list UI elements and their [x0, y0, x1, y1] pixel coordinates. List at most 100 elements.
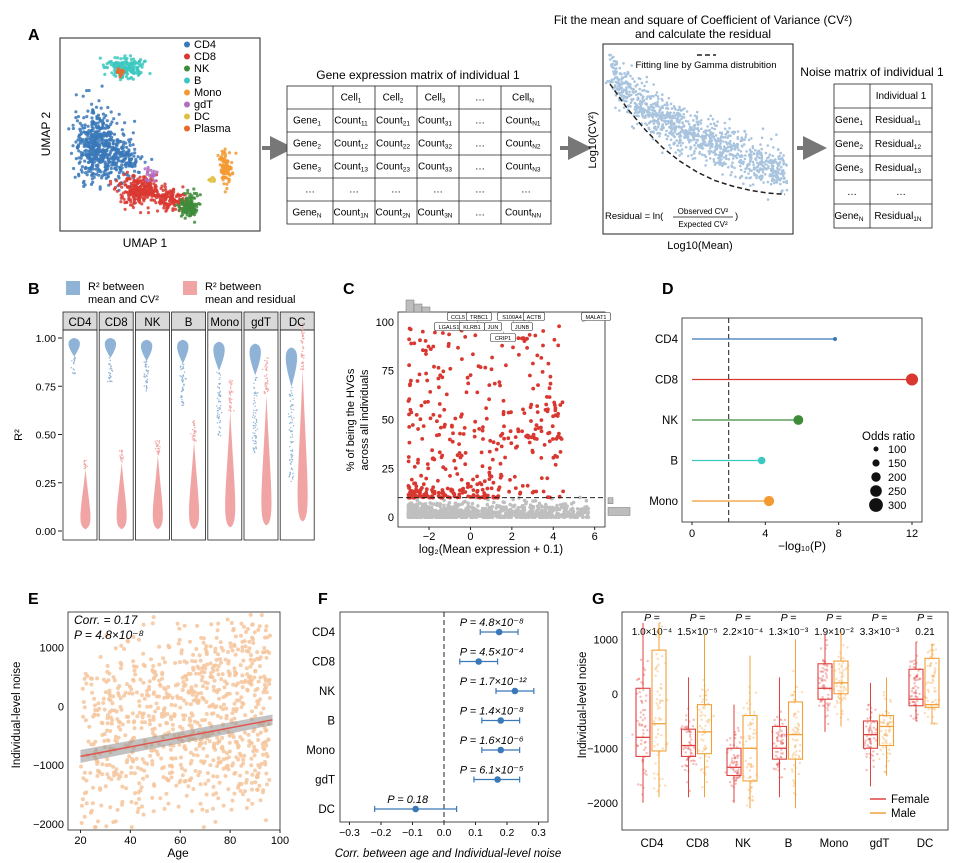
umap-point	[164, 191, 168, 195]
c-point-red	[518, 490, 523, 495]
umap-point	[118, 75, 122, 79]
umap-point	[86, 170, 90, 174]
c-point-red	[561, 489, 565, 494]
umap-point	[80, 123, 84, 127]
fit-legend-label: Fitting line by Gamma distrubition	[636, 60, 777, 71]
b-violin-res-pt	[154, 440, 156, 443]
fit-title-2: and calculate the residual	[635, 27, 771, 41]
umap-point	[90, 125, 94, 129]
c-point-red	[446, 495, 450, 499]
umap-point	[104, 114, 108, 118]
e-point	[257, 783, 262, 788]
umap-point	[100, 136, 104, 140]
umap-point	[155, 170, 159, 174]
umap-point	[74, 157, 78, 161]
d-xtick: 0	[689, 528, 695, 540]
b-violin-cv2-pt	[220, 435, 222, 437]
c-point-grey	[571, 509, 576, 514]
umap-point	[192, 187, 196, 191]
umap-point	[176, 201, 180, 205]
d-xtick: 12	[906, 528, 918, 540]
umap-point	[108, 179, 113, 183]
gene-matrix-cell: Count1N	[334, 207, 369, 219]
umap-point	[234, 151, 238, 155]
fit-point	[696, 133, 699, 137]
umap-point	[198, 193, 202, 197]
c-point-red	[407, 363, 411, 368]
fit-point	[667, 96, 671, 100]
b-violin-cv2-pt	[180, 376, 182, 378]
fit-point	[690, 128, 693, 132]
b-violin-cv2-pt	[143, 361, 145, 363]
c-point-red	[535, 410, 540, 414]
b-violin-res-pt	[156, 450, 158, 453]
b-violin-cv2-pt	[291, 386, 293, 389]
fit-point	[704, 164, 707, 167]
umap-point	[81, 139, 86, 143]
fit-point	[665, 101, 669, 104]
fit-point	[749, 176, 753, 179]
c-point-grey	[496, 510, 500, 515]
b-violin-res-pt	[302, 335, 305, 337]
umap-point	[212, 177, 216, 181]
umap-point	[131, 205, 135, 210]
fit-point	[779, 151, 782, 155]
umap-point	[133, 151, 137, 155]
umap-point	[110, 147, 114, 151]
c-point-red	[428, 416, 433, 421]
c-point-grey	[485, 502, 490, 507]
c-point-red	[478, 481, 482, 485]
fit-point	[624, 75, 628, 78]
umap-point	[119, 57, 123, 61]
c-point-grey	[495, 514, 500, 518]
c-point-red	[459, 453, 464, 458]
b-violin-res-pt	[301, 368, 303, 371]
fit-point	[724, 135, 727, 139]
fit-point	[639, 106, 643, 110]
umap-point	[154, 196, 159, 200]
umap-point	[114, 74, 118, 78]
umap-point	[195, 205, 199, 209]
b-violin-cv2-pt	[257, 392, 259, 394]
e-point	[86, 739, 91, 744]
umap-point	[226, 160, 230, 164]
c-point-red	[535, 353, 540, 358]
fit-point	[627, 83, 630, 87]
b-violin-cv2-pt	[290, 450, 292, 452]
fit-point	[609, 80, 613, 84]
c-point-red	[455, 453, 460, 458]
noise-matrix-cell: Gene1	[835, 115, 863, 127]
c-point-red	[459, 477, 464, 482]
e-point	[81, 776, 86, 781]
b-violin-cv2-pt	[290, 427, 292, 429]
umap-point	[134, 159, 138, 164]
b-violin-cv2-pt	[290, 421, 292, 424]
b-violin-cv2-cd8	[104, 337, 117, 358]
fit-point	[746, 162, 750, 166]
fit-point	[615, 67, 618, 70]
umap-point	[230, 160, 234, 165]
b-violin-res-mono	[225, 411, 236, 528]
fit-point	[740, 174, 744, 178]
b-violin-res-pt	[265, 367, 267, 370]
umap-point	[95, 115, 99, 119]
b-violin-cv2-pt	[109, 380, 111, 382]
fit-point	[747, 172, 750, 175]
c-point-red	[555, 434, 560, 439]
e-point	[131, 659, 136, 664]
fit-point	[728, 126, 731, 130]
b-violin-res-pt	[120, 460, 122, 462]
c-point-red	[458, 431, 462, 436]
fit-point	[759, 143, 762, 146]
e-point	[138, 677, 143, 682]
e-point	[263, 628, 268, 633]
e-point	[96, 713, 101, 717]
c-point-red	[430, 448, 434, 453]
fit-point	[712, 160, 716, 163]
c-point-red	[472, 428, 477, 433]
b-violin-res-pt	[193, 420, 195, 422]
c-point-red	[424, 476, 429, 481]
b-violin-cv2-mono	[213, 341, 225, 371]
umap-point	[115, 189, 119, 193]
fit-point	[688, 132, 692, 135]
